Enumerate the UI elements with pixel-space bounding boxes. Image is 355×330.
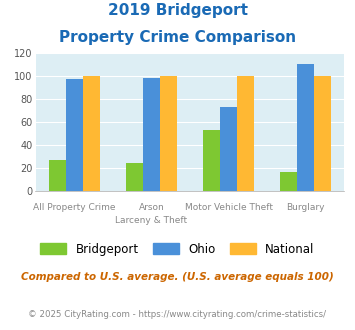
Legend: Bridgeport, Ohio, National: Bridgeport, Ohio, National xyxy=(34,237,321,262)
Bar xyxy=(83,76,100,191)
Text: Larceny & Theft: Larceny & Theft xyxy=(115,216,187,225)
Text: Property Crime Comparison: Property Crime Comparison xyxy=(59,30,296,45)
Bar xyxy=(49,160,66,191)
Text: Arson: Arson xyxy=(138,203,164,212)
Bar xyxy=(237,76,254,191)
Text: Motor Vehicle Theft: Motor Vehicle Theft xyxy=(185,203,273,212)
Bar xyxy=(126,163,143,191)
Bar xyxy=(297,64,314,191)
Text: Compared to U.S. average. (U.S. average equals 100): Compared to U.S. average. (U.S. average … xyxy=(21,272,334,282)
Text: Burglary: Burglary xyxy=(286,203,325,212)
Bar xyxy=(66,80,83,191)
Bar xyxy=(203,130,220,191)
Bar xyxy=(160,76,177,191)
Bar xyxy=(314,76,331,191)
Text: All Property Crime: All Property Crime xyxy=(33,203,115,212)
Text: © 2025 CityRating.com - https://www.cityrating.com/crime-statistics/: © 2025 CityRating.com - https://www.city… xyxy=(28,310,327,319)
Bar xyxy=(220,107,237,191)
Bar xyxy=(280,172,297,191)
Bar xyxy=(143,78,160,191)
Text: 2019 Bridgeport: 2019 Bridgeport xyxy=(108,3,247,18)
